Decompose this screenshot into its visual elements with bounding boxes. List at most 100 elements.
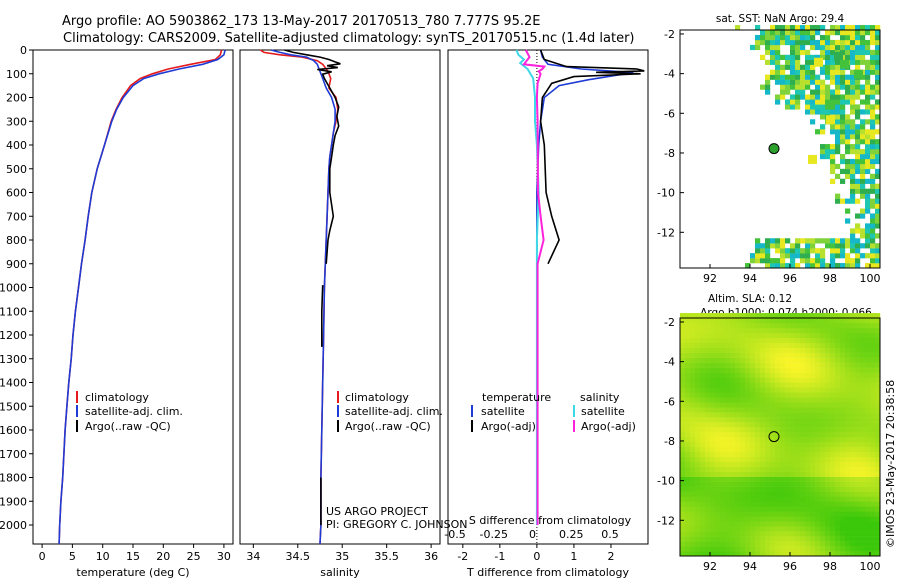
sla-pixel <box>715 322 721 329</box>
sla-pixel <box>790 501 796 507</box>
sla-pixel <box>875 432 881 438</box>
sst-pixel <box>855 109 861 115</box>
sla-pixel <box>815 342 821 348</box>
sst-pixel <box>810 99 816 105</box>
sla-pixel <box>750 511 756 517</box>
sst-pixel <box>770 30 776 36</box>
sla-pixel <box>740 417 746 423</box>
sst-pixel <box>825 89 831 95</box>
sst-pixel <box>760 253 766 259</box>
sla-pixel <box>725 397 731 403</box>
sla-pixel <box>820 451 826 458</box>
sla-pixel <box>740 422 746 428</box>
sla-pixel <box>750 471 756 477</box>
sst-pixel <box>800 34 806 41</box>
sla-pixel <box>855 392 861 398</box>
sla-pixel <box>690 496 696 502</box>
sst-pixel <box>835 139 841 145</box>
sla-pixel <box>830 313 836 319</box>
sla-pixel <box>690 318 696 324</box>
sst-pixel <box>770 74 776 80</box>
sst-pixel <box>805 34 811 41</box>
sla-pixel <box>820 357 826 363</box>
sla-pixel <box>820 337 826 344</box>
sla-pixel <box>745 506 751 512</box>
sla-pixel <box>725 546 731 552</box>
sla-pixel <box>700 327 706 334</box>
sla-pixel <box>695 526 701 532</box>
sla-pixel <box>875 441 881 448</box>
sla-pixel <box>810 526 816 532</box>
sst-pixel <box>770 39 776 46</box>
sst-pixel <box>860 49 866 56</box>
sla-pixel <box>715 342 721 348</box>
sla-pixel <box>810 402 816 408</box>
sst-pixel <box>820 104 826 110</box>
sla-pixel <box>730 491 736 497</box>
sla-pixel <box>820 531 826 537</box>
sla-pixel <box>850 486 856 492</box>
sst-pixel <box>870 243 876 249</box>
sst-pixel <box>850 168 856 175</box>
sst-pixel <box>780 238 786 244</box>
sla-pixel <box>695 506 701 512</box>
sst-pixel <box>845 34 851 41</box>
sal-x-tick-label: 35.5 <box>374 550 399 563</box>
sla-pixel <box>685 432 691 438</box>
sla-pixel <box>715 476 721 482</box>
sla-xtick-label: 94 <box>743 560 757 573</box>
sla-pixel <box>695 318 701 324</box>
sla-pixel <box>800 332 806 339</box>
sst-pixel <box>830 109 836 115</box>
sla-pixel <box>705 367 711 373</box>
sla-pixel <box>780 432 786 438</box>
sst-pixel <box>755 39 761 46</box>
sla-pixel <box>795 352 801 358</box>
sst-pixel <box>800 64 806 70</box>
sla-pixel <box>755 446 761 453</box>
sla-pixel <box>705 446 711 453</box>
sla-pixel <box>705 476 711 482</box>
sla-pixel <box>750 496 756 502</box>
sla-pixel <box>680 486 686 492</box>
sla-pixel <box>720 342 726 348</box>
sla-pixel <box>795 407 801 413</box>
sla-pixel <box>810 417 816 423</box>
sst-ytick-label: -4 <box>664 68 675 81</box>
sla-pixel <box>800 427 806 433</box>
sla-pixel <box>680 347 686 353</box>
sst-pixel <box>854 69 863 79</box>
sla-pixel <box>685 536 691 542</box>
sst-pixel <box>775 34 781 41</box>
sla-pixel <box>700 471 706 477</box>
sla-pixel <box>725 501 731 507</box>
sla-pixel <box>760 506 766 512</box>
sla-pixel <box>820 471 826 477</box>
sst-pixel <box>865 203 871 209</box>
sla-pixel <box>875 313 881 319</box>
sla-pixel <box>720 412 726 418</box>
sla-pixel <box>860 357 866 363</box>
sla-pixel <box>830 531 836 537</box>
sla-pixel <box>815 417 821 423</box>
sla-pixel <box>870 496 876 502</box>
sst-pixel <box>785 64 791 70</box>
sla-pixel <box>695 362 701 368</box>
sla-pixel <box>740 506 746 512</box>
sla-pixel <box>755 496 761 502</box>
sla-pixel <box>810 551 816 557</box>
sla-pixel <box>730 322 736 329</box>
sla-pixel <box>750 516 756 522</box>
sla-pixel <box>740 521 746 527</box>
sst-pixel <box>795 104 801 110</box>
sla-pixel <box>875 332 881 339</box>
sla-pixel <box>765 382 771 388</box>
sla-pixel <box>690 451 696 458</box>
sla-pixel <box>710 486 716 492</box>
sla-pixel <box>850 407 856 413</box>
sst-pixel <box>855 263 861 269</box>
sla-pixel <box>785 437 791 443</box>
sla-pixel <box>790 516 796 522</box>
sla-pixel <box>780 486 786 492</box>
